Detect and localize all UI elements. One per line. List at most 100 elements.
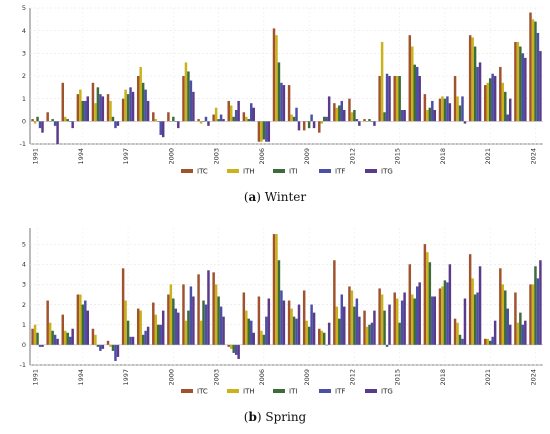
x-tick-label: 2018 <box>439 148 447 165</box>
bar-iti <box>519 46 522 122</box>
bar-iti <box>202 300 205 345</box>
caption-close: ) <box>256 190 265 204</box>
x-tick-label: 2021 <box>484 148 492 165</box>
bar-ith <box>79 89 82 122</box>
bar-itc <box>136 76 140 122</box>
bar-itf <box>144 89 147 122</box>
bar-itc <box>302 290 306 345</box>
bar-ith <box>94 103 97 122</box>
y-tick-label: 4 <box>22 260 26 268</box>
legend-swatch-itf <box>319 169 331 173</box>
bar-itf <box>129 87 132 122</box>
bar-itf <box>340 294 344 345</box>
bar-itf <box>431 100 434 122</box>
caption-open: ( <box>244 190 249 204</box>
bar-ith <box>275 234 278 345</box>
x-tick-label: 2003 <box>213 148 221 165</box>
y-tick-label: 2 <box>22 301 26 309</box>
x-tick-label: 2000 <box>167 148 175 165</box>
bar-ith <box>275 35 278 122</box>
bar-itf <box>385 73 389 122</box>
bar-itg <box>373 121 376 126</box>
bar-itc <box>182 284 185 345</box>
bar-iti <box>126 94 130 122</box>
bar-itg <box>418 282 421 345</box>
bar-itg <box>297 304 301 345</box>
bar-itg <box>146 100 150 122</box>
bar-itc <box>197 274 200 345</box>
bar-itg <box>71 328 74 345</box>
bar-iti <box>353 110 356 122</box>
bar-iti <box>66 119 69 122</box>
bar-itc <box>348 98 351 122</box>
bar-itf <box>446 282 449 345</box>
bar-itc <box>438 98 442 122</box>
bar-ith <box>365 326 369 345</box>
bar-itc <box>423 94 427 122</box>
bar-itf <box>189 80 193 122</box>
bar-iti <box>172 298 175 345</box>
bar-itf <box>325 116 328 122</box>
bar-iti <box>428 107 432 122</box>
bar-ith <box>290 308 293 345</box>
bar-itc <box>76 294 80 345</box>
bar-iti <box>141 82 145 122</box>
bar-iti <box>338 105 341 122</box>
bar-itc <box>46 112 49 122</box>
bar-itg <box>207 121 210 126</box>
bar-ith <box>501 82 505 122</box>
caption-open: ( <box>244 410 249 424</box>
bar-iti <box>473 294 477 345</box>
bar-itf <box>446 96 449 122</box>
bar-itf <box>99 94 102 122</box>
bar-itg <box>282 300 286 345</box>
bar-ith <box>245 310 248 345</box>
bar-itg <box>508 324 512 345</box>
bar-itg <box>493 76 497 122</box>
legend-swatch-itc <box>181 169 193 173</box>
bar-itg <box>448 264 452 345</box>
bar-iti <box>292 316 296 345</box>
bar-itg <box>41 121 44 133</box>
bar-iti <box>292 116 296 122</box>
bar-itg <box>267 298 271 345</box>
bar-itc <box>31 328 34 345</box>
bar-itg <box>463 121 467 124</box>
bar-iti <box>157 324 160 345</box>
y-tick-label: 0 <box>22 118 26 126</box>
bar-ith <box>441 96 444 122</box>
bar-ith <box>395 298 399 345</box>
bar-ith <box>411 46 414 122</box>
y-tick-label: 1 <box>22 321 26 329</box>
x-tick-label: 2006 <box>258 369 266 386</box>
bar-ith <box>350 290 354 345</box>
bar-itg <box>343 110 346 122</box>
bar-ith <box>109 100 112 122</box>
bar-itg <box>116 344 120 357</box>
bar-iti <box>157 121 160 122</box>
bar-itc <box>257 296 261 345</box>
legend-swatch-iti <box>273 169 285 173</box>
bar-itc <box>91 82 95 122</box>
bar-itc <box>378 288 381 345</box>
bar-itc <box>106 94 110 122</box>
bar-itg <box>116 121 120 126</box>
bar-iti <box>277 260 281 345</box>
legend-swatch-itf <box>319 389 331 393</box>
bar-itg <box>358 316 361 345</box>
bar-itf <box>506 114 509 122</box>
bar-itc <box>438 288 442 345</box>
bar-itg <box>56 121 59 144</box>
bar-itc <box>333 103 336 122</box>
bar-itg <box>403 292 406 345</box>
bar-iti <box>247 318 251 345</box>
bar-itf <box>234 344 238 355</box>
bar-itf <box>265 316 268 345</box>
bar-ith <box>154 119 158 122</box>
bar-itg <box>41 344 44 347</box>
bar-itg <box>86 96 89 122</box>
bar-itc <box>106 340 110 345</box>
bar-itg <box>146 326 150 345</box>
bar-itc <box>287 300 291 345</box>
